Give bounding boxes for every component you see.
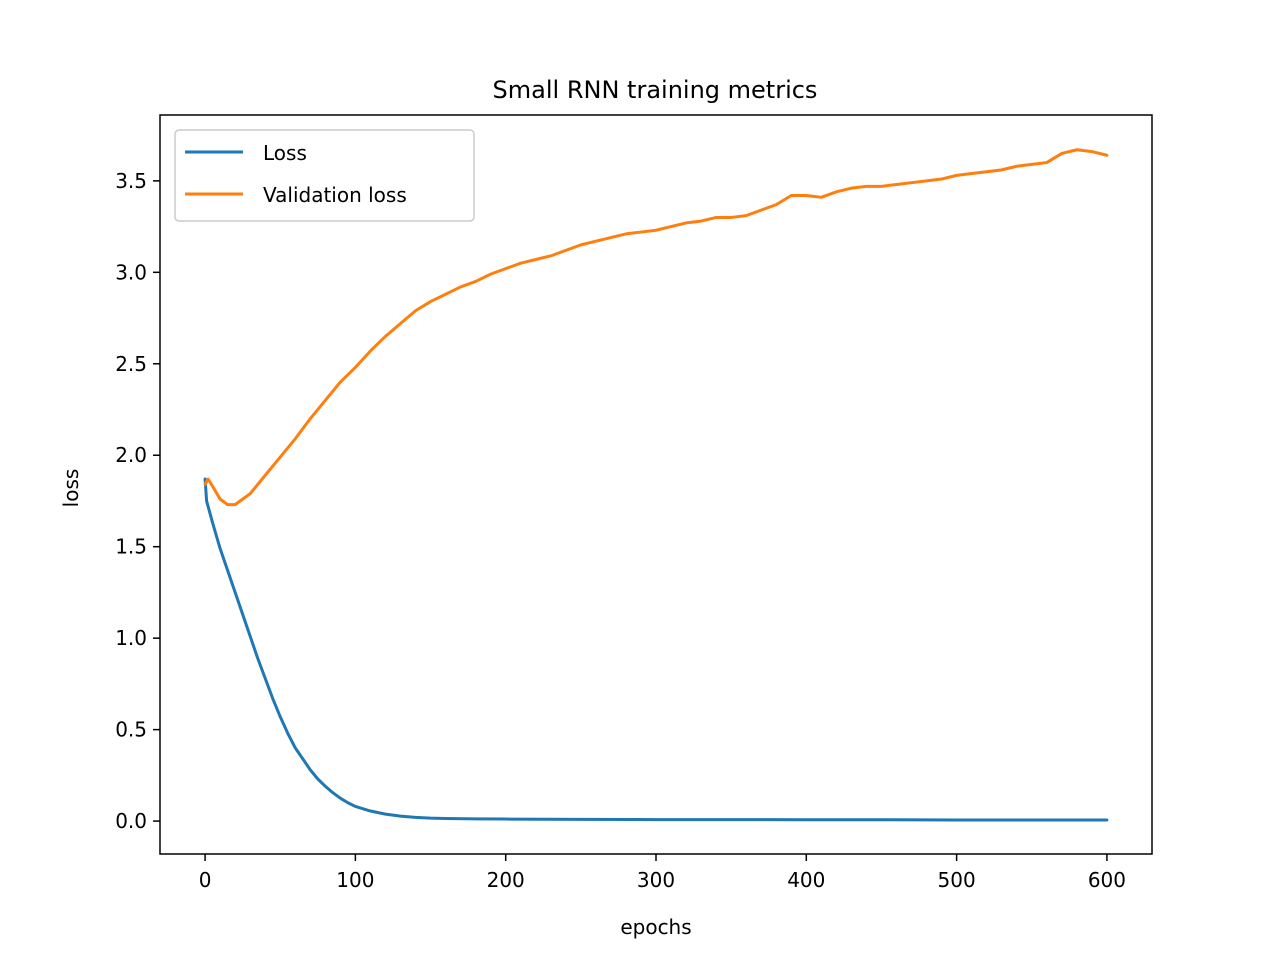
legend-label-loss: Loss — [263, 141, 307, 165]
legend-box — [174, 129, 475, 222]
y-tick-label: 0.0 — [115, 809, 147, 833]
y-tick-label: 3.0 — [115, 260, 147, 284]
x-tick-label: 100 — [336, 868, 374, 892]
y-tick-label: 1.5 — [115, 535, 147, 559]
x-tick-label: 500 — [938, 868, 976, 892]
y-axis-label: loss — [59, 469, 83, 508]
x-tick-label: 0 — [199, 868, 212, 892]
series-line-loss — [203, 477, 1109, 822]
series-layer — [203, 148, 1109, 822]
x-axis-label: epochs — [620, 915, 691, 939]
series-line-validation-loss — [203, 148, 1109, 507]
y-tick-label: 2.5 — [115, 352, 147, 376]
y-tick-label: 1.0 — [115, 626, 147, 650]
y-tick-label: 3.5 — [115, 169, 147, 193]
y-axis: 0.0 0.5 1.0 1.5 2.0 2.5 3.0 3.5 — [115, 169, 160, 833]
legend-label-validation-loss: Validation loss — [263, 183, 407, 207]
legend: Loss Validation loss — [174, 129, 475, 222]
x-tick-label: 600 — [1088, 868, 1126, 892]
chart-title: Small RNN training metrics — [493, 76, 818, 104]
x-tick-label: 300 — [637, 868, 675, 892]
y-tick-label: 0.5 — [115, 718, 147, 742]
y-tick-label: 2.0 — [115, 443, 147, 467]
x-tick-label: 200 — [487, 868, 525, 892]
x-axis: 0 100 200 300 400 500 600 — [199, 854, 1126, 892]
x-tick-label: 400 — [787, 868, 825, 892]
plot-background — [160, 115, 1152, 854]
plot-area — [160, 115, 1152, 854]
